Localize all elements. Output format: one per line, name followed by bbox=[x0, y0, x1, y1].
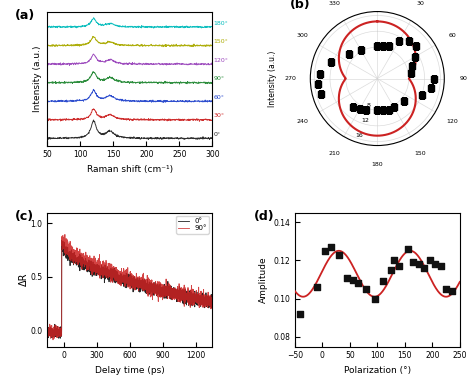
Text: 120°: 120° bbox=[214, 58, 228, 63]
Point bbox=[374, 107, 381, 113]
Point bbox=[390, 104, 398, 110]
Point bbox=[327, 59, 335, 65]
Text: 30°: 30° bbox=[214, 114, 225, 119]
Text: 0°: 0° bbox=[214, 132, 221, 137]
Point bbox=[335, 251, 343, 258]
X-axis label: Raman shift (cm⁻¹): Raman shift (cm⁻¹) bbox=[87, 165, 173, 174]
Text: (d): (d) bbox=[254, 210, 274, 223]
Point bbox=[374, 43, 381, 49]
Point bbox=[379, 42, 387, 49]
Point bbox=[448, 288, 456, 294]
Point bbox=[409, 259, 417, 265]
X-axis label: Delay time (ps): Delay time (ps) bbox=[95, 366, 165, 375]
90° bbox=[50, 338, 56, 342]
90° bbox=[189, 295, 194, 300]
Legend: 0°, 90°: 0°, 90° bbox=[176, 216, 209, 234]
90° bbox=[206, 302, 212, 307]
Point bbox=[327, 244, 334, 250]
Text: 90°: 90° bbox=[214, 76, 225, 81]
Line: 0°: 0° bbox=[47, 241, 212, 338]
90° bbox=[62, 232, 68, 237]
0° bbox=[189, 293, 194, 298]
Point bbox=[317, 90, 325, 97]
90° bbox=[73, 250, 79, 254]
Point bbox=[405, 38, 413, 44]
Point bbox=[349, 276, 356, 283]
Point bbox=[409, 63, 416, 69]
Point bbox=[415, 261, 422, 267]
Point bbox=[321, 248, 329, 254]
Point bbox=[363, 286, 370, 292]
Point bbox=[401, 98, 408, 104]
Point bbox=[345, 51, 352, 57]
0° bbox=[45, 328, 50, 333]
Point bbox=[418, 92, 426, 98]
90° bbox=[45, 333, 50, 337]
Point bbox=[427, 85, 435, 91]
0° bbox=[108, 274, 114, 278]
Point bbox=[357, 47, 365, 53]
Point bbox=[313, 284, 320, 290]
Point bbox=[379, 107, 387, 114]
0° bbox=[56, 336, 62, 340]
Point bbox=[395, 263, 403, 269]
Point bbox=[408, 69, 415, 75]
Point bbox=[426, 257, 433, 263]
Point bbox=[297, 311, 304, 317]
Y-axis label: Intensity (a.u.): Intensity (a.u.) bbox=[33, 45, 42, 112]
Text: 60°: 60° bbox=[214, 95, 225, 100]
Point bbox=[437, 263, 444, 269]
Point bbox=[431, 75, 438, 82]
Point bbox=[343, 275, 351, 281]
0° bbox=[210, 295, 215, 300]
Point bbox=[314, 81, 321, 87]
Point bbox=[362, 107, 370, 113]
Point bbox=[356, 106, 364, 112]
Text: 180°: 180° bbox=[214, 21, 228, 25]
Point bbox=[431, 261, 439, 267]
90° bbox=[115, 281, 121, 286]
0° bbox=[206, 300, 212, 305]
90° bbox=[108, 280, 114, 285]
Y-axis label: ΔR: ΔR bbox=[19, 273, 29, 286]
90° bbox=[64, 239, 69, 244]
Point bbox=[354, 280, 362, 286]
0° bbox=[59, 238, 64, 243]
Point bbox=[349, 104, 357, 110]
0° bbox=[73, 260, 79, 265]
0° bbox=[115, 273, 121, 278]
Point bbox=[412, 43, 420, 49]
Point bbox=[379, 278, 387, 285]
Point bbox=[411, 54, 419, 60]
Point bbox=[385, 43, 393, 49]
Point bbox=[420, 265, 428, 271]
Point bbox=[371, 296, 378, 302]
Text: (b): (b) bbox=[290, 0, 311, 11]
90° bbox=[210, 297, 215, 301]
Point bbox=[442, 286, 450, 292]
Point bbox=[395, 38, 403, 44]
Point bbox=[317, 70, 324, 77]
X-axis label: Polarization (°): Polarization (°) bbox=[344, 366, 411, 375]
Text: 150°: 150° bbox=[214, 39, 228, 44]
Text: Intensity (a.u.): Intensity (a.u.) bbox=[268, 50, 277, 107]
Point bbox=[385, 107, 392, 113]
Point bbox=[390, 257, 398, 263]
Y-axis label: Amplitude: Amplitude bbox=[258, 256, 267, 303]
Point bbox=[387, 267, 395, 273]
0° bbox=[64, 249, 69, 254]
Line: 90°: 90° bbox=[47, 234, 212, 340]
Text: (a): (a) bbox=[14, 9, 35, 22]
Text: (c): (c) bbox=[14, 210, 34, 223]
Point bbox=[404, 246, 411, 252]
